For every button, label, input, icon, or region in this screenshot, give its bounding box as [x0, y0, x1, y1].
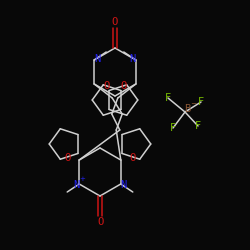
Text: O: O: [103, 81, 109, 91]
Text: O: O: [97, 217, 103, 227]
Text: N: N: [94, 54, 100, 64]
Text: O: O: [121, 81, 127, 91]
Text: B: B: [184, 104, 190, 114]
Text: N: N: [73, 180, 79, 190]
Text: N: N: [130, 54, 136, 64]
Text: F: F: [165, 93, 171, 103]
Text: F: F: [198, 97, 204, 107]
Text: +: +: [79, 176, 85, 182]
Text: N: N: [121, 180, 127, 190]
Text: F: F: [170, 123, 176, 133]
Text: −: −: [190, 100, 196, 108]
Text: O: O: [64, 153, 70, 163]
Text: F: F: [195, 121, 201, 131]
Text: O: O: [112, 17, 118, 27]
Text: O: O: [130, 153, 136, 163]
